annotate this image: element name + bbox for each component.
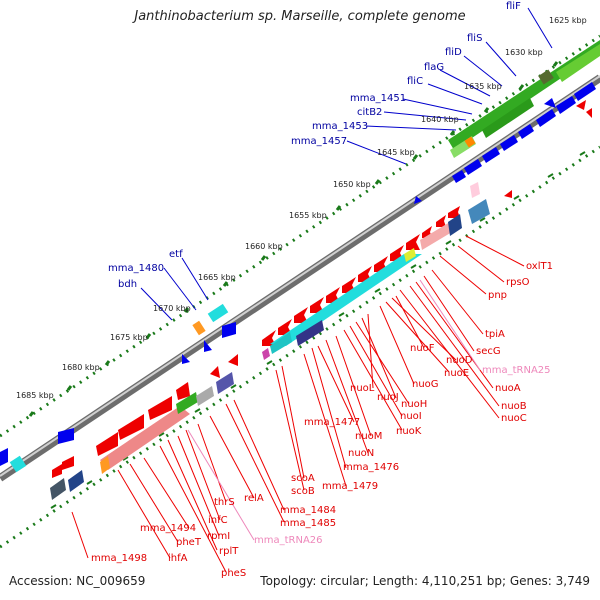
forward-gene-label: bdh	[118, 279, 137, 290]
kbp-labels: 1625 kbp 1630 kbp 1635 kbp 1640 kbp 1645…	[16, 16, 587, 400]
reverse-gene-labels: oxlT1 rpsO pnp tpiA secG mma_tRNA25 nuoA…	[91, 261, 553, 579]
reverse-gene-label: mma_1485	[280, 518, 336, 529]
forward-gene-label: citB2	[357, 107, 382, 118]
reverse-gene-label: nuoK	[396, 426, 422, 437]
reverse-gene-label: rpmI	[207, 531, 230, 542]
kbp-label: 1675 kbp	[110, 333, 148, 342]
reverse-leader-lines	[71, 235, 525, 573]
forward-genes	[0, 82, 596, 466]
forward-misc-blocks	[9, 69, 554, 473]
reverse-gene-label: mma_1476	[343, 462, 399, 473]
kbp-label: 1680 kbp	[62, 363, 100, 372]
forward-gene-label: fliC	[407, 76, 423, 87]
forward-gene-label: mma_1480	[108, 263, 164, 274]
reverse-gene-label: secG	[476, 346, 501, 357]
reverse-gene-label: pnp	[488, 290, 507, 301]
reverse-gene-label: rplT	[219, 546, 239, 557]
reverse-gene-label: nuoH	[401, 399, 427, 410]
accession-value: NC_009659	[76, 574, 146, 588]
forward-gene-label: fliS	[467, 33, 482, 44]
genome-backbone	[0, 74, 600, 482]
accession-info: Accession: NC_009659	[9, 574, 145, 588]
kbp-label: 1665 kbp	[198, 273, 236, 282]
genome-stats: Topology: circular; Length: 4,110,251 bp…	[260, 574, 590, 588]
reverse-gene-label: mma_1494	[140, 523, 196, 534]
forward-leader-lines	[140, 7, 553, 321]
forward-gene-label: mma_1451	[350, 93, 406, 104]
forward-gene-label: mma_1453	[312, 121, 368, 132]
genes-value: 3,749	[555, 574, 590, 588]
kbp-label: 1625 kbp	[549, 16, 587, 25]
length-label: Length:	[372, 574, 419, 588]
outer-tick-ring	[0, 34, 600, 438]
rna-gene-label: mma_tRNA25	[482, 365, 551, 376]
reverse-gene-label: nuoL	[350, 383, 375, 394]
reverse-gene-label: nuoE	[444, 368, 469, 379]
rna-gene-label: mma_tRNA26	[254, 535, 323, 546]
kbp-label: 1660 kbp	[245, 242, 283, 251]
reverse-cog-track	[50, 182, 490, 500]
reverse-gene-label: mma_1498	[91, 553, 147, 564]
forward-gene-label: fliD	[445, 47, 462, 58]
reverse-gene-label: ihfA	[168, 553, 188, 564]
forward-gene-labels: fliF fliS fliD flaG fliC mma_1451 citB2 …	[108, 1, 521, 290]
kbp-label: 1640 kbp	[421, 115, 459, 124]
reverse-gene-label: infC	[208, 515, 228, 526]
reverse-gene-label: nuoN	[348, 448, 374, 459]
kbp-label: 1670 kbp	[153, 304, 191, 313]
genome-backbone-highlight	[0, 75, 600, 477]
map-title: Janthinobacterium sp. Marseille, complet…	[134, 9, 466, 24]
reverse-gene-label: thrS	[214, 497, 235, 508]
reverse-gene-label: nuoC	[501, 413, 527, 424]
forward-gene-label: mma_1457	[291, 136, 347, 147]
forward-gene-label: fliF	[506, 1, 521, 12]
forward-gene-label: flaG	[424, 62, 444, 73]
topology-label: Topology:	[260, 574, 317, 588]
reverse-gene-label: pheS	[221, 568, 246, 579]
kbp-label: 1635 kbp	[464, 82, 502, 91]
reverse-gene-label: nuoB	[501, 401, 527, 412]
kbp-label: 1655 kbp	[289, 211, 327, 220]
inner-tick-ring	[0, 145, 600, 549]
reverse-gene-label: nuoM	[355, 431, 382, 442]
reverse-gene-label: tpiA	[485, 329, 505, 340]
inner-tick-marks	[50, 151, 586, 509]
rna-leader-lines	[187, 279, 481, 541]
kbp-label: 1630 kbp	[505, 48, 543, 57]
forward-cog-track	[448, 40, 600, 158]
forward-gene-label: etf	[169, 249, 183, 260]
reverse-gene-label: relA	[244, 493, 264, 504]
reverse-gene-label: mma_1479	[322, 481, 378, 492]
reverse-gene-label: rpsO	[506, 277, 530, 288]
kbp-label: 1685 kbp	[16, 391, 54, 400]
reverse-gene-label: nuoF	[410, 343, 435, 354]
accession-label: Accession:	[9, 574, 73, 588]
reverse-gene-label: scoB	[291, 486, 315, 497]
reverse-gene-label: nuoI	[400, 411, 422, 422]
reverse-gene-label: pheT	[176, 537, 202, 548]
reverse-gene-label: nuoA	[495, 383, 521, 394]
kbp-label: 1650 kbp	[333, 180, 371, 189]
topology-value: circular;	[320, 574, 369, 588]
kbp-label: 1645 kbp	[377, 148, 415, 157]
reverse-gene-label: scoA	[291, 473, 315, 484]
reverse-gene-label: nuoG	[412, 379, 439, 390]
reverse-gene-label: oxlT1	[526, 261, 553, 272]
reverse-gene-label: mma_1484	[280, 505, 336, 516]
reverse-gene-label: nuoD	[446, 355, 473, 366]
length-value: 4,110,251 bp;	[421, 574, 507, 588]
kbp-tick-marks	[28, 61, 559, 417]
reverse-gene-label: nuoJ	[377, 392, 399, 403]
reverse-gene-label: mma_1477	[304, 417, 360, 428]
genes-label: Genes:	[509, 574, 552, 588]
